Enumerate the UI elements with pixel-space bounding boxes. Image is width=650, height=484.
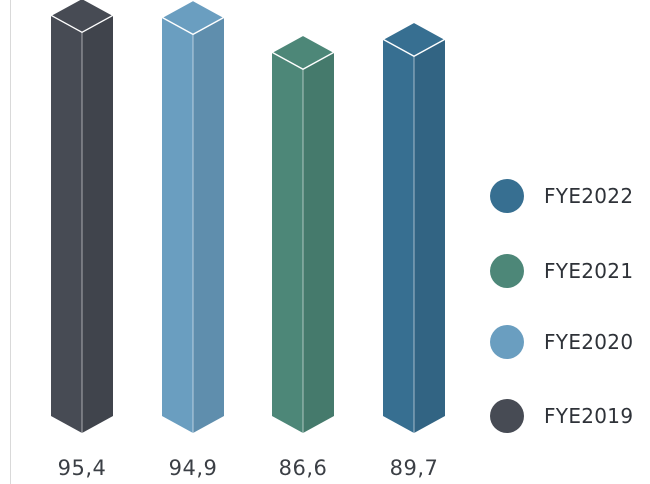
legend-item-fye2019: FYE2019 (490, 398, 633, 434)
bar-fye2019-right-face (82, 15, 113, 433)
legend-label-fye2019: FYE2019 (544, 404, 634, 428)
legend-label-fye2022: FYE2022 (544, 184, 634, 208)
bar-fye2020-left-face (162, 17, 193, 433)
bar-fye2022-right-face (414, 39, 445, 433)
bar-fye2019 (50, 0, 114, 433)
legend-item-fye2022: FYE2022 (490, 178, 633, 214)
bar-fye2020 (161, 0, 225, 433)
value-label-fye2021: 86,6 (278, 456, 328, 480)
legend-marker-fye2022 (490, 179, 524, 213)
value-label-fye2022: 89,7 (389, 456, 439, 480)
legend-marker-fye2020 (490, 325, 524, 359)
value-label-fye2020: 94,9 (168, 456, 218, 480)
bar-fye2022 (382, 21, 446, 433)
bar-fye2021-left-face (272, 52, 303, 433)
bar-fye2022-left-face (383, 39, 414, 433)
legend-item-fye2020: FYE2020 (490, 324, 633, 360)
bar-fye2021-right-face (303, 52, 334, 433)
legend-label-fye2020: FYE2020 (544, 330, 634, 354)
bar-fye2020-right-face (193, 17, 224, 433)
legend-item-fye2021: FYE2021 (490, 253, 633, 289)
bar-fye2019-left-face (51, 15, 82, 433)
legend-marker-fye2021 (490, 254, 524, 288)
value-label-fye2019: 95,4 (57, 456, 107, 480)
legend-label-fye2021: FYE2021 (544, 259, 634, 283)
axis-line (10, 0, 11, 484)
legend-marker-fye2019 (490, 399, 524, 433)
bar-fye2021 (271, 34, 335, 433)
